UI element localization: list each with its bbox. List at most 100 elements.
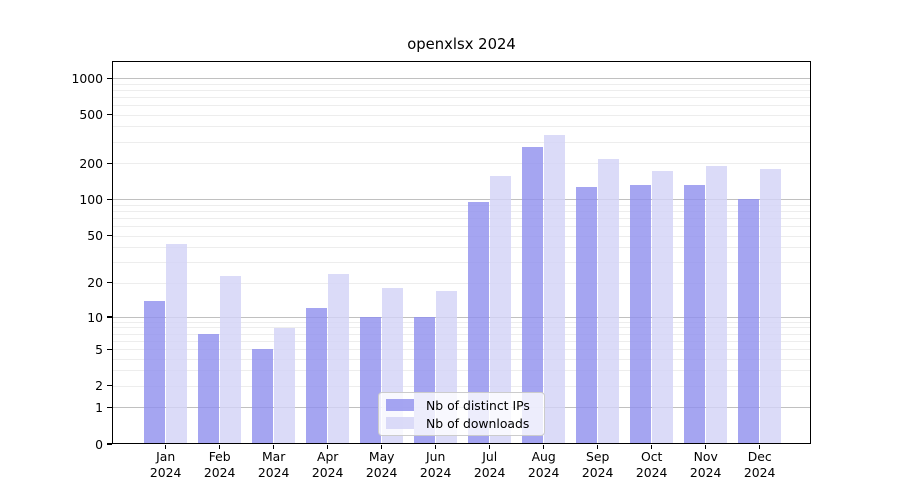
y-tick-label: 100	[79, 192, 103, 208]
bar-downloads-sep	[597, 159, 620, 443]
bar-distinct-ips-oct	[629, 184, 652, 443]
x-tick-mark	[597, 444, 599, 449]
y-tick-mark	[107, 406, 112, 408]
gridline-minor	[113, 83, 810, 85]
y-tick-label: 50	[87, 228, 103, 244]
x-tick-mark	[543, 444, 545, 449]
y-tick-label: 1000	[71, 70, 103, 86]
gridline-minor	[113, 89, 810, 91]
y-tick-mark	[107, 443, 112, 445]
x-tick-label-feb: Feb 2024	[203, 448, 236, 481]
y-tick-mark	[107, 114, 112, 116]
bar-distinct-ips-apr	[305, 308, 328, 443]
bar-distinct-ips-feb	[197, 334, 220, 443]
x-tick-mark	[165, 444, 167, 449]
x-tick-label-jul: Jul 2024	[473, 448, 506, 481]
y-tick-label: 10	[87, 309, 103, 325]
gridline-minor	[113, 358, 810, 360]
bar-downloads-dec	[759, 169, 782, 443]
x-tick-label-jun: Jun 2024	[419, 448, 452, 481]
gridline-minor	[113, 321, 810, 323]
bar-distinct-ips-mar	[251, 349, 274, 443]
y-tick-label: 2	[95, 378, 103, 394]
bar-distinct-ips-nov	[683, 184, 706, 443]
gridline-minor	[113, 105, 810, 107]
gridline-minor	[113, 247, 810, 249]
plot-area	[112, 60, 811, 444]
y-tick-mark	[107, 162, 112, 164]
gridline-minor	[113, 262, 810, 263]
bar-downloads-feb	[219, 275, 242, 443]
gridline-minor	[113, 96, 810, 98]
x-tick-mark	[219, 444, 221, 449]
gridline-minor	[113, 141, 810, 143]
x-tick-label-aug: Aug 2024	[527, 448, 560, 481]
x-tick-label-dec: Dec 2024	[743, 448, 776, 481]
y-tick-mark	[107, 235, 112, 237]
legend-swatch-downloads	[386, 417, 414, 429]
bar-downloads-mar	[273, 327, 296, 443]
gridline-minor	[113, 282, 810, 284]
bar-distinct-ips-jul	[467, 202, 490, 443]
legend-item-distinct-ips: Nb of distinct IPs	[386, 399, 544, 412]
x-tick-mark	[381, 444, 383, 449]
bar-distinct-ips-may	[359, 317, 382, 443]
gridline-minor	[113, 340, 810, 342]
x-tick-label-may: May 2024	[365, 448, 398, 481]
gridline-minor	[113, 218, 810, 220]
y-tick-mark	[107, 282, 112, 284]
bar-downloads-aug	[543, 135, 566, 443]
x-tick-mark	[273, 444, 275, 449]
x-tick-label-jan: Jan 2024	[149, 448, 182, 481]
x-tick-label-mar: Mar 2024	[257, 448, 290, 481]
bar-distinct-ips-jan	[143, 300, 166, 443]
gridline-major	[113, 316, 810, 318]
y-tick-mark	[107, 385, 112, 387]
y-tick-mark	[107, 77, 112, 79]
y-tick-label: 0	[95, 436, 103, 452]
gridline-major	[113, 199, 810, 201]
bar-distinct-ips-sep	[575, 186, 598, 443]
gridline-major	[113, 78, 810, 80]
bar-downloads-jan	[165, 243, 188, 443]
y-tick-label: 20	[87, 275, 103, 291]
legend: Nb of distinct IPs Nb of downloads	[378, 392, 545, 436]
y-tick-label: 500	[79, 107, 103, 123]
y-tick-mark	[107, 348, 112, 350]
bar-distinct-ips-dec	[737, 198, 760, 443]
x-tick-label-apr: Apr 2024	[311, 448, 344, 481]
gridline-minor	[113, 114, 810, 116]
bar-downloads-oct	[651, 171, 674, 443]
gridline-minor	[113, 204, 810, 206]
y-tick-label: 200	[79, 155, 103, 171]
x-tick-label-sep: Sep 2024	[581, 448, 614, 481]
x-tick-mark	[705, 444, 707, 449]
x-tick-mark	[759, 444, 761, 449]
gridline-minor	[113, 226, 810, 228]
gridline-minor	[113, 333, 810, 335]
x-tick-mark	[489, 444, 491, 449]
x-tick-label-nov: Nov 2024	[689, 448, 722, 481]
x-tick-mark	[435, 444, 437, 449]
legend-label-downloads: Nb of downloads	[426, 415, 530, 431]
legend-label-distinct-ips: Nb of distinct IPs	[426, 397, 530, 413]
gridline-minor	[113, 385, 810, 387]
gridline-minor	[113, 163, 810, 165]
x-tick-mark	[327, 444, 329, 449]
y-tick-label: 5	[95, 341, 103, 357]
gridline-minor	[113, 348, 810, 350]
y-tick-mark	[107, 199, 112, 201]
y-tick-mark	[107, 316, 112, 318]
gridline-minor	[113, 126, 810, 128]
gridline-minor	[113, 327, 810, 329]
gridline-minor	[113, 370, 810, 372]
y-tick-label: 1	[95, 399, 103, 415]
bar-downloads-apr	[327, 273, 350, 443]
bar-distinct-ips-aug	[521, 147, 544, 443]
x-tick-label-oct: Oct 2024	[635, 448, 668, 481]
chart-title: openxlsx 2024	[407, 36, 516, 53]
legend-swatch-distinct-ips	[386, 399, 414, 411]
bar-downloads-nov	[705, 165, 728, 443]
legend-item-downloads: Nb of downloads	[386, 417, 544, 430]
